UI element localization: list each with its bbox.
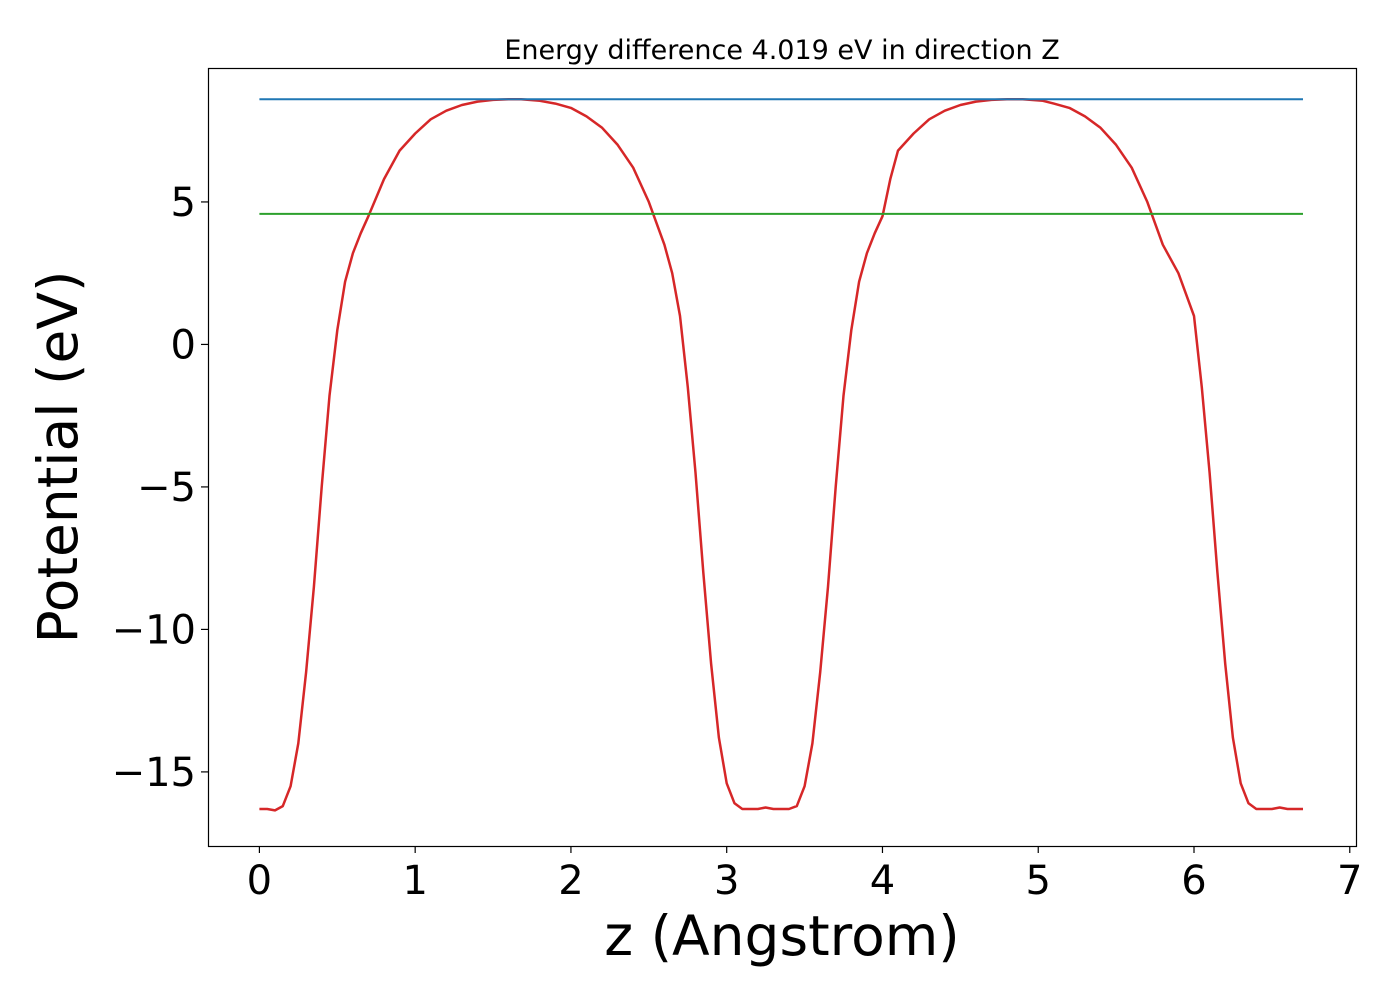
x-tick-label: 0	[247, 858, 272, 904]
y-axis-label: Potential (eV)	[26, 271, 90, 644]
x-tick-label: 3	[714, 858, 739, 904]
y-tick-label: −10	[112, 607, 196, 653]
x-tick-label: 2	[558, 858, 583, 904]
x-tick-label: 4	[870, 858, 895, 904]
y-axis-ticks: −15 −10 −5 0 5	[112, 180, 208, 796]
x-tick-label: 7	[1337, 858, 1362, 904]
y-tick-label: 0	[171, 322, 196, 368]
x-tick-label: 1	[402, 858, 427, 904]
plot-area	[259, 98, 1303, 812]
x-axis-label: z (Angstrom)	[604, 904, 960, 968]
series-line-0	[259, 98, 1303, 812]
x-tick-label: 6	[1181, 858, 1206, 904]
x-tick-label: 5	[1026, 858, 1051, 904]
chart-title: Energy difference 4.019 eV in direction …	[504, 35, 1059, 66]
y-tick-label: −15	[112, 750, 196, 796]
plot-frame	[207, 67, 1358, 848]
x-axis-ticks: 0 1 2 3 4 5 6 7	[247, 846, 1362, 904]
y-tick-label: −5	[137, 465, 196, 511]
y-tick-label: 5	[171, 180, 196, 226]
